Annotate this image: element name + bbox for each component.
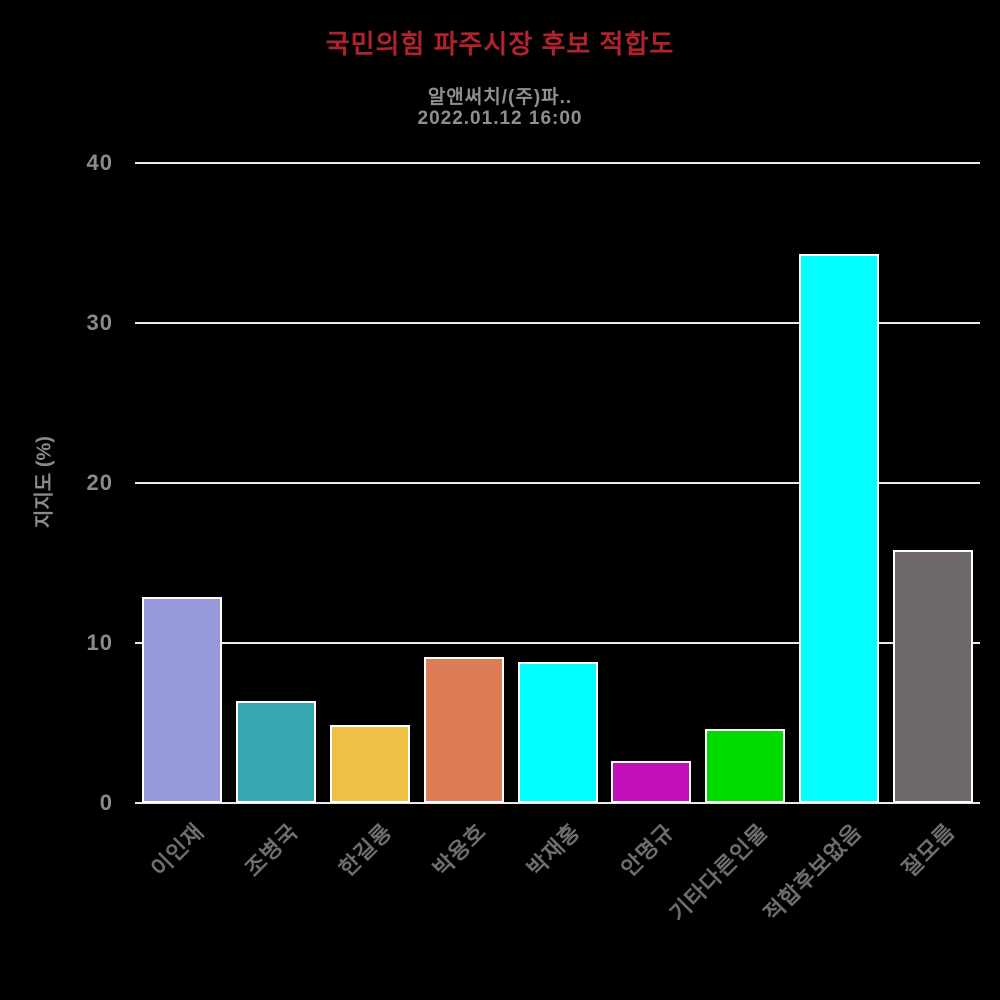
y-tick-label-0: 0	[99, 790, 113, 815]
bar-이인재	[141, 596, 222, 803]
bar-기타다른인물	[705, 729, 786, 803]
bar-한길룡	[329, 724, 410, 803]
gridline-y30	[135, 322, 980, 324]
y-tick-label-20: 20	[86, 470, 113, 495]
bar-적합후보없음	[799, 254, 880, 803]
y-tick-label-40: 40	[86, 150, 113, 175]
gridline-y40	[135, 162, 980, 164]
gridline-y20	[135, 482, 980, 484]
x-tick-label-한길룡: 한길룡	[334, 818, 397, 882]
bar-조병국	[235, 700, 316, 803]
x-tick-label-조병국: 조병국	[240, 818, 304, 882]
bar-안명규	[611, 761, 692, 803]
gridline-y0	[135, 802, 980, 804]
x-tick-label-잘모름: 잘모름	[897, 818, 961, 882]
bar-박재홍	[517, 662, 598, 803]
y-tick-label-30: 30	[86, 310, 113, 335]
y-tick-label-10: 10	[86, 630, 113, 655]
plot-area	[135, 162, 980, 804]
bar-박용호	[423, 657, 504, 803]
x-tick-label-안명규: 안명규	[615, 818, 679, 882]
chart-title: 국민의힘 파주시장 후보 적합도	[325, 29, 675, 59]
gridline-y10	[135, 642, 980, 644]
chart-subtitle-source: 알앤써치/(주)파..	[427, 87, 573, 108]
chart-subtitle-datetime: 2022.01.12 16:00	[417, 108, 583, 129]
bar-잘모름	[893, 550, 974, 803]
x-tick-label-이인재: 이인재	[146, 818, 210, 882]
x-tick-label-박재홍: 박재홍	[521, 818, 585, 882]
x-tick-label-박용호: 박용호	[428, 818, 491, 882]
x-tick-label-적합후보없음: 적합후보없음	[758, 818, 867, 927]
x-tick-label-기타다른인물: 기타다른인물	[664, 818, 773, 927]
